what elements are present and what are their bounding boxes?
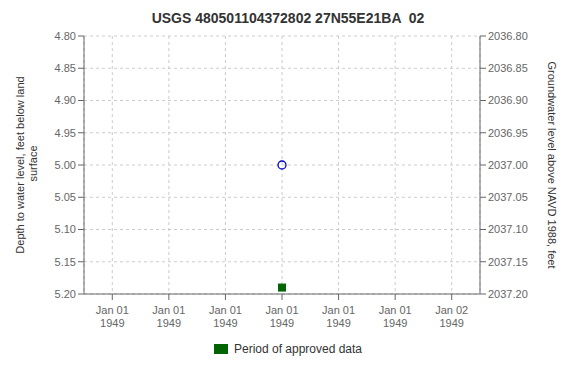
svg-text:Jan 011949: Jan 011949: [379, 304, 412, 329]
svg-text:2037.15: 2037.15: [488, 256, 528, 268]
svg-text:Jan 011949: Jan 011949: [209, 304, 242, 329]
svg-text:2037.05: 2037.05: [488, 191, 528, 203]
svg-text:5.10: 5.10: [55, 223, 76, 235]
svg-text:Depth to water level, feet bel: Depth to water level, feet below land su…: [14, 76, 39, 253]
svg-text:5.00: 5.00: [55, 159, 76, 171]
svg-text:Jan 011949: Jan 011949: [265, 304, 298, 329]
svg-text:4.95: 4.95: [55, 127, 76, 139]
svg-text:Jan 011949: Jan 011949: [96, 304, 129, 329]
html-text:USGS 480501104372802 27N55E21B: USGS 480501104372802 27N55E21BA 02: [151, 10, 425, 26]
svg-text:2036.95: 2036.95: [488, 127, 528, 139]
svg-text:Jan 021949: Jan 021949: [435, 304, 468, 329]
svg-text:2037.00: 2037.00: [488, 159, 528, 171]
svg-text:Groundwater level above NAVD 1: Groundwater level above NAVD 1988, feet: [546, 61, 558, 268]
svg-text:5.15: 5.15: [55, 256, 76, 268]
svg-text:4.90: 4.90: [55, 94, 76, 106]
svg-text:2037.20: 2037.20: [488, 288, 528, 300]
svg-text:5.05: 5.05: [55, 191, 76, 203]
svg-text:5.20: 5.20: [55, 288, 76, 300]
svg-text:2036.80: 2036.80: [488, 30, 528, 42]
svg-text:Jan 011949: Jan 011949: [322, 304, 355, 329]
svg-text:2037.10: 2037.10: [488, 223, 528, 235]
svg-text:4.80: 4.80: [55, 30, 76, 42]
svg-text:2036.85: 2036.85: [488, 62, 528, 74]
html-text:Period of approved data: Period of approved data: [234, 342, 362, 356]
svg-text:4.85: 4.85: [55, 62, 76, 74]
svg-text:Jan 011949: Jan 011949: [152, 304, 185, 329]
svg-text:2036.90: 2036.90: [488, 94, 528, 106]
